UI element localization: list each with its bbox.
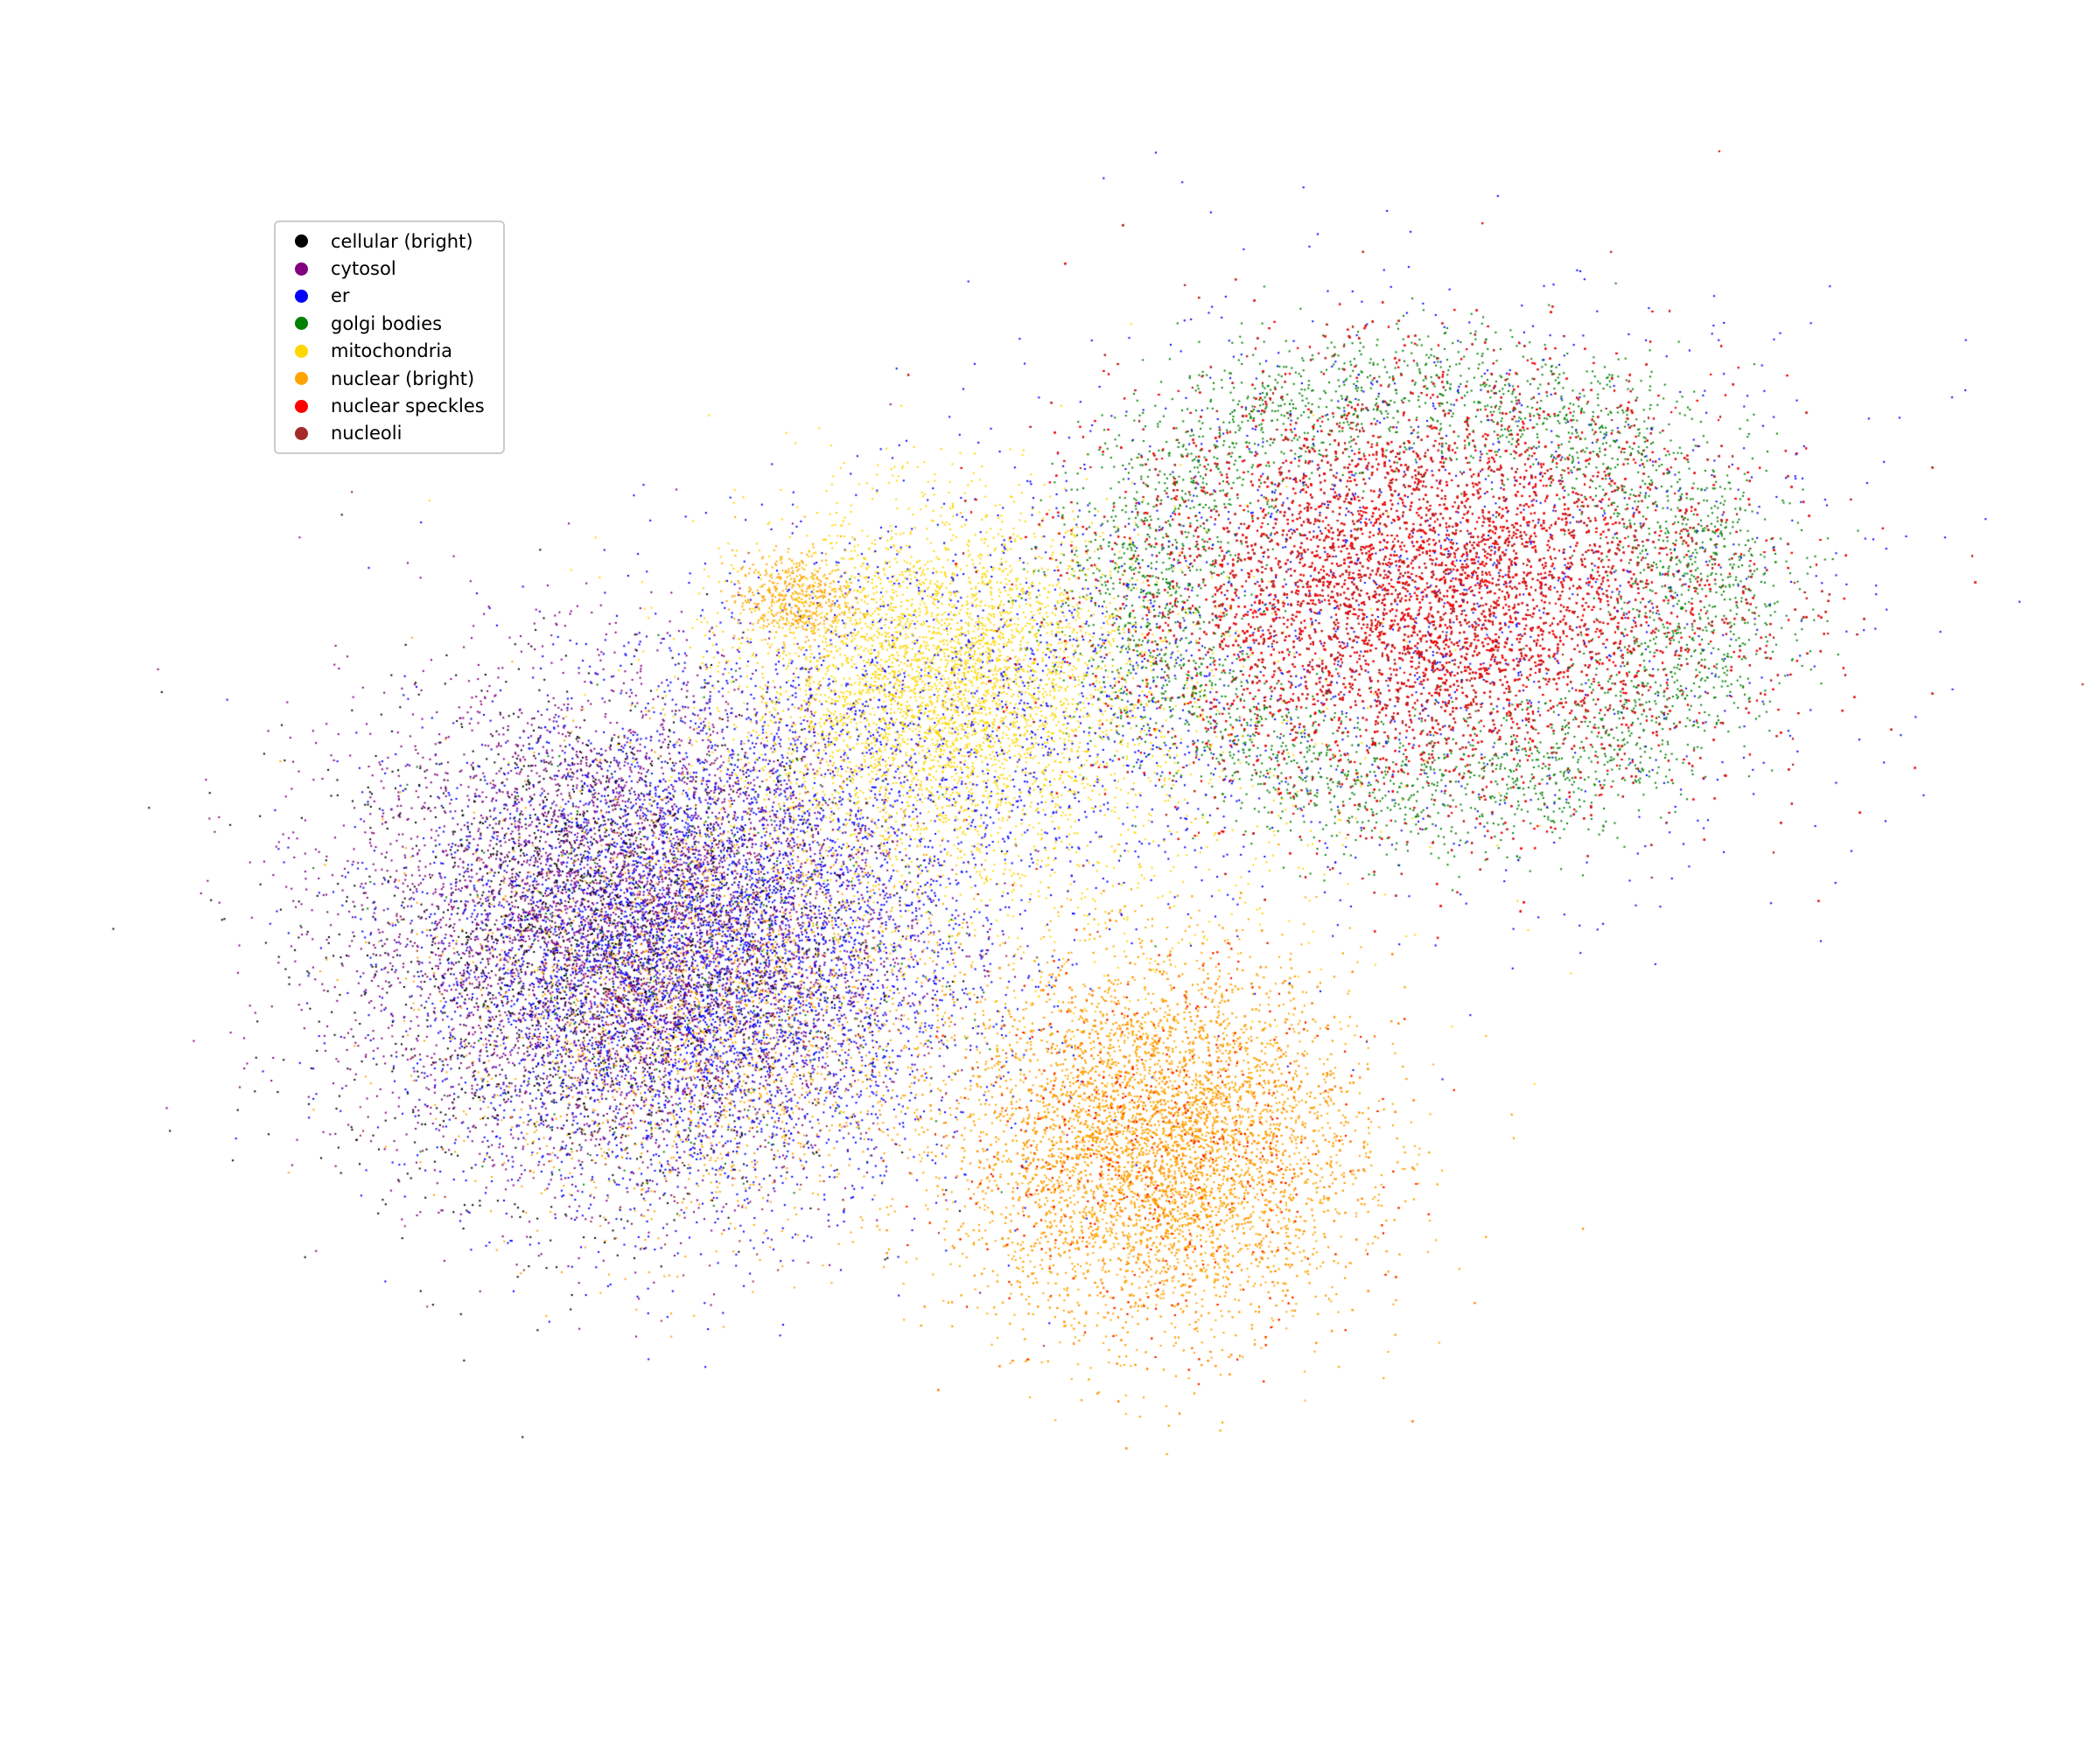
legend-marker bbox=[295, 426, 308, 440]
legend-label: cellular (bright) bbox=[331, 230, 473, 252]
legend-item: nucleoli bbox=[276, 420, 503, 447]
legend-item: golgi bodies bbox=[276, 310, 503, 337]
legend-item: nuclear speckles bbox=[276, 392, 503, 419]
legend-label: mitochondria bbox=[331, 340, 453, 362]
legend-marker bbox=[295, 234, 308, 248]
legend-item: mitochondria bbox=[276, 338, 503, 365]
legend-item: nuclear (bright) bbox=[276, 365, 503, 392]
legend-item: cytosol bbox=[276, 255, 503, 282]
legend-label: nuclear (bright) bbox=[331, 368, 475, 389]
legend-label: er bbox=[331, 285, 350, 307]
legend-marker bbox=[295, 344, 308, 358]
legend: cellular (bright) cytosol er golgi bodies mi… bbox=[274, 220, 505, 455]
legend-item: er bbox=[276, 283, 503, 310]
legend-marker bbox=[295, 262, 308, 276]
legend-label: golgi bodies bbox=[331, 312, 443, 334]
legend-item: cellular (bright) bbox=[276, 228, 503, 255]
legend-marker bbox=[295, 399, 308, 413]
legend-label: nucleoli bbox=[331, 423, 402, 444]
legend-label: nuclear speckles bbox=[331, 396, 485, 417]
legend-marker bbox=[295, 289, 308, 303]
legend-marker bbox=[295, 317, 308, 331]
legend-marker bbox=[295, 372, 308, 386]
legend-label: cytosol bbox=[331, 258, 396, 280]
